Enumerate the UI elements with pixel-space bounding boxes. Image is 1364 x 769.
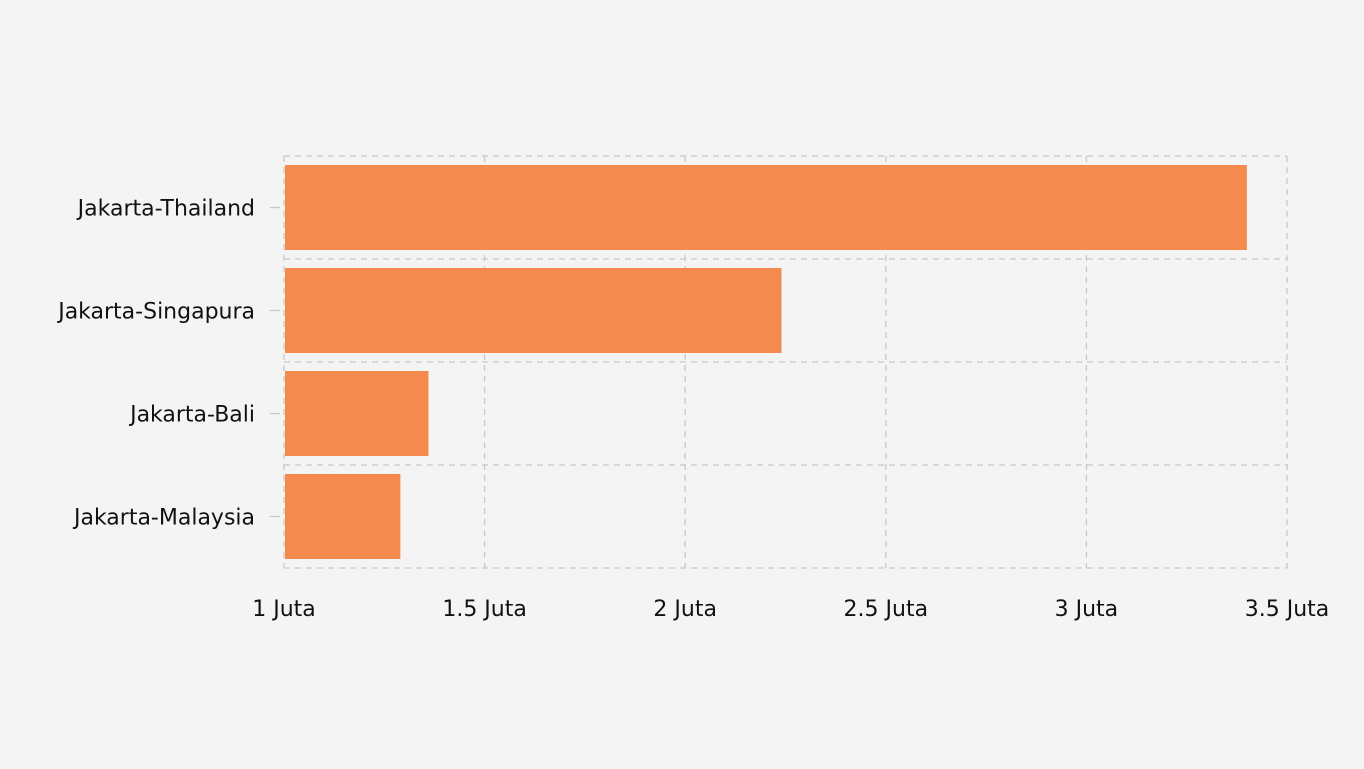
category-label: Jakarta-Malaysia xyxy=(72,506,255,531)
bar-jakarta-bali xyxy=(285,371,429,456)
x-tick-label: 2 Juta xyxy=(653,597,717,622)
category-label: Jakarta-Singapura xyxy=(56,300,255,325)
category-label: Jakarta-Bali xyxy=(128,403,255,428)
x-tick-label: 2.5 Juta xyxy=(844,597,929,622)
x-axis-labels: 1 Juta 1.5 Juta 2 Juta 2.5 Juta 3 Juta 3.5 Ju… xyxy=(252,597,1329,622)
x-tick-label: 3 Juta xyxy=(1055,597,1119,622)
x-tick-label: 3.5 Juta xyxy=(1245,597,1330,622)
category-label: Jakarta-Thailand xyxy=(76,197,255,222)
bar-jakarta-singapura xyxy=(285,268,782,353)
y-axis-labels: Jakarta-Thailand Jakarta-Singapura Jakarta… xyxy=(56,197,280,531)
bar-jakarta-malaysia xyxy=(285,474,401,559)
bar-jakarta-thailand xyxy=(285,165,1247,250)
x-tick-label: 1.5 Juta xyxy=(442,597,527,622)
x-tick-label: 1 Juta xyxy=(252,597,316,622)
bar-layer xyxy=(285,165,1247,559)
